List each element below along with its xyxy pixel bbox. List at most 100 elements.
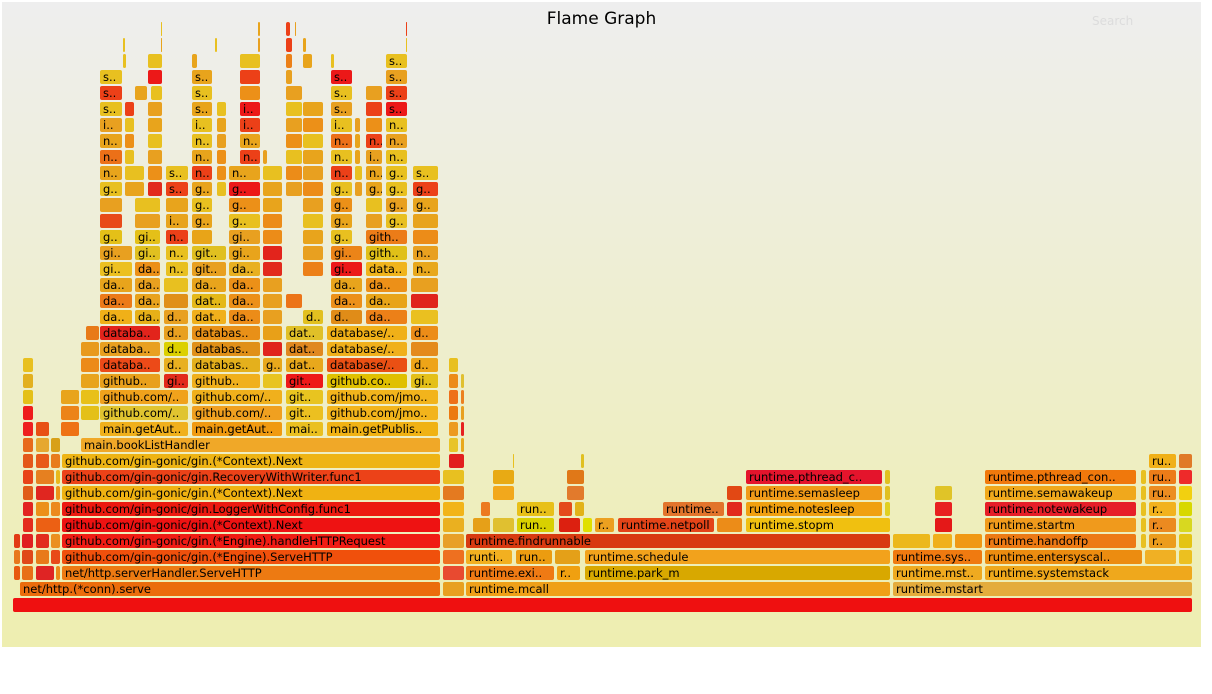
flame-frame-unlabeled[interactable] [893, 534, 930, 548]
flame-frame-unlabeled[interactable] [36, 438, 49, 452]
flame-frame[interactable]: main.getPublis.. [327, 422, 438, 436]
flame-frame-unlabeled[interactable] [461, 406, 464, 420]
flame-frame-unlabeled[interactable] [263, 214, 282, 228]
flame-frame[interactable]: databas.. [192, 326, 260, 340]
flame-frame-unlabeled[interactable] [1141, 502, 1146, 516]
flame-frame[interactable]: gith.. [366, 230, 407, 244]
flame-frame-unlabeled[interactable] [23, 438, 33, 452]
flame-frame[interactable]: n.. [166, 262, 188, 276]
flame-frame[interactable]: s.. [100, 70, 122, 84]
flame-frame[interactable]: gi.. [229, 246, 260, 260]
flame-frame[interactable]: g.. [229, 182, 260, 196]
flame-frame-unlabeled[interactable] [263, 326, 282, 340]
flame-frame[interactable]: n.. [166, 246, 188, 260]
flame-frame-unlabeled[interactable] [555, 550, 580, 564]
flame-frame-unlabeled[interactable] [1179, 550, 1192, 564]
flame-frame-unlabeled[interactable] [36, 550, 49, 564]
flame-frame[interactable]: n.. [192, 150, 212, 164]
flame-frame[interactable]: ru.. [1149, 486, 1176, 500]
flame-frame-unlabeled[interactable] [286, 86, 302, 100]
flame-frame-unlabeled[interactable] [36, 518, 60, 532]
flame-frame-unlabeled[interactable] [366, 198, 382, 212]
flame-frame[interactable]: runtime.entersyscal.. [985, 550, 1142, 564]
flame-frame-unlabeled[interactable] [23, 486, 33, 500]
flame-frame[interactable]: s.. [386, 54, 407, 68]
flame-frame[interactable]: github.com/jmo.. [327, 390, 438, 404]
flame-frame-unlabeled[interactable] [443, 550, 464, 564]
flame-frame[interactable]: da.. [366, 310, 407, 324]
flame-frame[interactable]: runtime.semawakeup [985, 486, 1136, 500]
flame-frame[interactable]: runtime.schedule [585, 550, 890, 564]
flame-frame-unlabeled[interactable] [135, 198, 160, 212]
flame-frame[interactable]: github.com/.. [100, 390, 188, 404]
flame-frame-unlabeled[interactable] [303, 118, 323, 132]
flame-frame-unlabeled[interactable] [366, 102, 382, 116]
flame-frame-unlabeled[interactable] [443, 534, 464, 548]
flame-frame[interactable]: i.. [192, 118, 212, 132]
flame-frame-unlabeled[interactable] [443, 486, 464, 500]
flame-frame-unlabeled[interactable] [36, 502, 49, 516]
flame-frame[interactable]: g.. [263, 358, 282, 372]
flame-frame-unlabeled[interactable] [263, 182, 282, 196]
flame-frame[interactable]: da.. [331, 278, 362, 292]
flame-frame-unlabeled[interactable] [303, 54, 312, 68]
flame-frame[interactable]: n.. [240, 134, 260, 148]
flame-frame-unlabeled[interactable] [100, 198, 122, 212]
flame-frame-unlabeled[interactable] [86, 326, 99, 340]
flame-frame-unlabeled[interactable] [461, 390, 464, 404]
flame-frame-unlabeled[interactable] [81, 374, 99, 388]
flame-frame-unlabeled[interactable] [449, 406, 458, 420]
flame-frame[interactable]: main.bookListHandler [81, 438, 440, 452]
flame-frame[interactable]: runtime.handoffp [985, 534, 1136, 548]
flame-frame-unlabeled[interactable] [727, 502, 742, 516]
flame-frame[interactable]: database/.. [327, 342, 407, 356]
flame-frame[interactable]: gi.. [135, 230, 160, 244]
flame-frame-unlabeled[interactable] [23, 358, 33, 372]
flame-frame-unlabeled[interactable] [81, 390, 99, 404]
flame-frame-unlabeled[interactable] [303, 230, 323, 244]
flame-frame-unlabeled[interactable] [1179, 534, 1192, 548]
flame-frame[interactable]: github.com/.. [100, 406, 188, 420]
flame-frame-unlabeled[interactable] [286, 38, 292, 52]
flame-frame-unlabeled[interactable] [23, 374, 33, 388]
flame-frame-unlabeled[interactable] [355, 166, 362, 180]
flame-frame-unlabeled[interactable] [23, 422, 33, 436]
flame-frame[interactable]: runtime.systemstack [985, 566, 1192, 580]
flame-frame[interactable]: net/http.serverHandler.ServeHTTP [62, 566, 440, 580]
flame-frame-unlabeled[interactable] [1141, 534, 1146, 548]
flame-frame-unlabeled[interactable] [885, 502, 890, 516]
flame-frame[interactable]: runti.. [466, 550, 512, 564]
flame-frame-unlabeled[interactable] [263, 198, 282, 212]
flame-frame-unlabeled[interactable] [493, 470, 514, 484]
flame-frame-unlabeled[interactable] [303, 38, 306, 52]
flame-frame-unlabeled[interactable] [81, 358, 99, 372]
flame-frame[interactable]: main.getAut.. [100, 422, 188, 436]
flame-frame[interactable]: g.. [413, 182, 438, 196]
flame-frame[interactable]: da.. [229, 262, 260, 276]
flame-frame-unlabeled[interactable] [443, 502, 464, 516]
flame-frame-unlabeled[interactable] [303, 166, 323, 180]
flame-frame-unlabeled[interactable] [461, 374, 464, 388]
flame-frame-unlabeled[interactable] [215, 38, 217, 52]
flame-frame[interactable]: n.. [166, 230, 188, 244]
flame-frame[interactable]: github.com/jmo.. [327, 406, 438, 420]
flame-frame-unlabeled[interactable] [303, 262, 323, 276]
flame-frame-unlabeled[interactable] [263, 166, 282, 180]
flame-frame[interactable]: runtime.pthread_c.. [746, 470, 882, 484]
flame-frame[interactable]: g.. [331, 214, 352, 228]
flame-frame[interactable]: i.. [166, 214, 188, 228]
flame-frame-unlabeled[interactable] [1179, 502, 1192, 516]
flame-frame-unlabeled[interactable] [151, 86, 162, 100]
flame-frame[interactable]: runtime.mcall [466, 582, 890, 596]
flame-frame[interactable]: dat.. [192, 294, 226, 308]
flame-frame-unlabeled[interactable] [51, 534, 60, 548]
flame-frame[interactable]: s.. [331, 102, 352, 116]
flame-frame[interactable]: git.. [286, 374, 323, 388]
flame-frame[interactable]: da.. [192, 278, 226, 292]
flame-frame-unlabeled[interactable] [263, 230, 282, 244]
flame-frame-unlabeled[interactable] [366, 118, 382, 132]
flame-frame[interactable]: g.. [192, 198, 212, 212]
flame-frame[interactable]: i.. [240, 102, 260, 116]
flame-frame[interactable]: database/.. [327, 358, 407, 372]
flame-frame-unlabeled[interactable] [295, 22, 296, 36]
